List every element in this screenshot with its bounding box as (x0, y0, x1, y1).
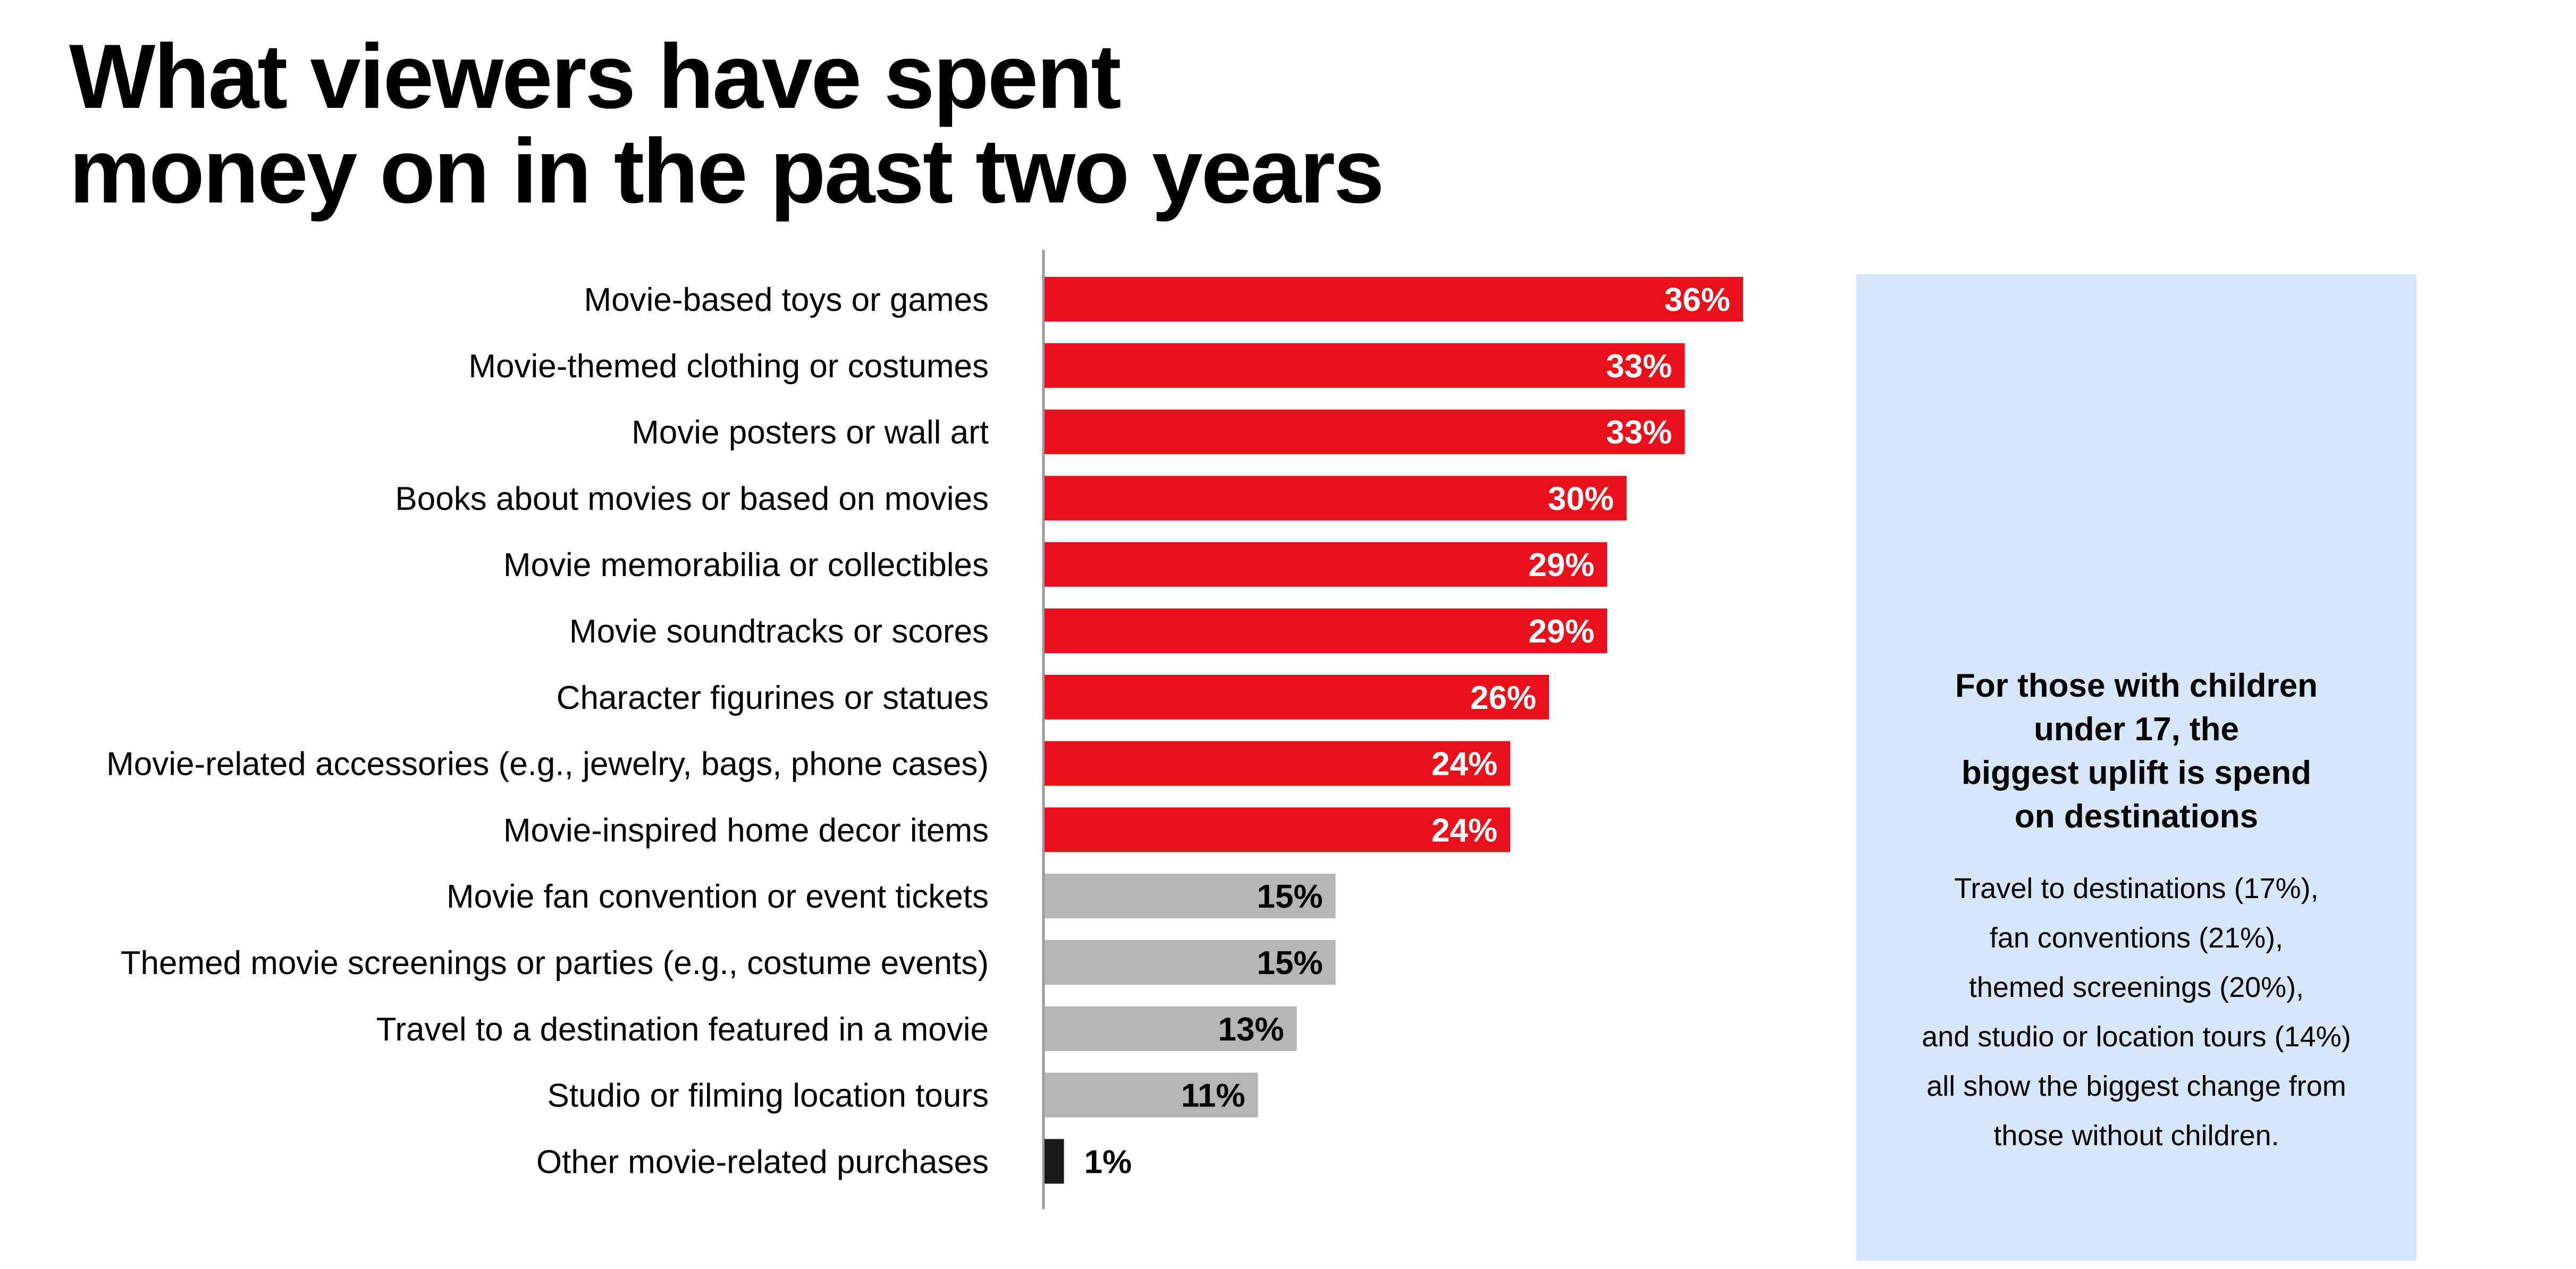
value-label: 29% (1528, 547, 1594, 583)
value-label: 1% (1084, 1144, 1132, 1180)
value-label: 11% (1181, 1078, 1245, 1114)
callout-heading-line-3: biggest uplift is spend (1962, 755, 2311, 791)
category-label: Themed movie screenings or parties (e.g.… (121, 945, 989, 982)
callout-heading: For those with children under 17, the bi… (1888, 664, 2385, 839)
chart-title: What viewers have spent money on in the … (69, 26, 1384, 222)
category-label: Movie soundtracks or scores (569, 613, 989, 650)
value-label: 36% (1664, 282, 1730, 318)
bar (1045, 409, 1685, 454)
bar (1045, 874, 1336, 919)
callout-body-line-3: themed screenings (20%), (1968, 971, 2304, 1003)
category-label: Travel to a destination featured in a mo… (376, 1011, 989, 1048)
callout-body-line-1: Travel to destinations (17%), (1954, 873, 2319, 904)
bar (1045, 1139, 1064, 1184)
chart-title-line-1: What viewers have spent (69, 26, 1122, 128)
category-label: Movie posters or wall art (632, 414, 989, 451)
value-label: 24% (1432, 812, 1497, 849)
bar (1045, 741, 1510, 786)
bar (1045, 476, 1627, 521)
value-label: 13% (1218, 1011, 1284, 1048)
category-label: Movie-inspired home decor items (503, 812, 989, 849)
bar (1045, 940, 1336, 985)
callout-body-line-6: those without children. (1993, 1120, 2279, 1152)
value-label: 15% (1257, 945, 1323, 982)
value-label: 29% (1528, 613, 1594, 650)
bar (1045, 674, 1549, 720)
value-label: 30% (1548, 480, 1614, 517)
callout-body-line-2: fan conventions (21%), (1989, 922, 2284, 954)
value-label: 15% (1257, 878, 1323, 915)
bar (1045, 542, 1607, 587)
value-label: 24% (1432, 746, 1497, 783)
callout-panel: For those with children under 17, the bi… (1856, 274, 2417, 1260)
category-label: Other movie-related purchases (536, 1144, 989, 1180)
bar (1045, 343, 1685, 388)
chart-title-line-2: money on in the past two years (69, 120, 1384, 222)
bar (1045, 807, 1510, 852)
bar (1045, 277, 1743, 322)
category-label: Books about movies or based on movies (395, 480, 989, 517)
category-label: Movie-based toys or games (584, 282, 989, 318)
callout-body-line-4: and studio or location tours (14%) (1922, 1021, 2351, 1053)
callout-body: Travel to destinations (17%), fan conven… (1878, 864, 2395, 1161)
bar (1045, 1072, 1258, 1118)
callout-heading-line-2: under 17, the (2034, 711, 2239, 748)
callout-body-line-5: all show the biggest change from (1926, 1070, 2346, 1102)
bar (1045, 608, 1607, 653)
category-label: Movie memorabilia or collectibles (503, 547, 989, 583)
bar-chart: Movie-based toys or games 36% Movie-themed… (106, 250, 1743, 1209)
callout-heading-line-1: For those with children (1955, 667, 2318, 704)
value-label: 33% (1606, 348, 1672, 385)
value-label: 33% (1606, 414, 1672, 451)
category-label: Character figurines or statues (557, 680, 989, 716)
category-label: Movie-themed clothing or costumes (468, 348, 989, 385)
category-label: Movie fan convention or event tickets (447, 878, 989, 915)
value-label: 26% (1470, 680, 1536, 716)
category-label: Movie-related accessories (e.g., jewelry… (106, 746, 989, 783)
bar (1045, 1006, 1297, 1051)
category-label: Studio or filming location tours (547, 1078, 989, 1114)
callout-heading-line-4: on destinations (2014, 798, 2259, 835)
